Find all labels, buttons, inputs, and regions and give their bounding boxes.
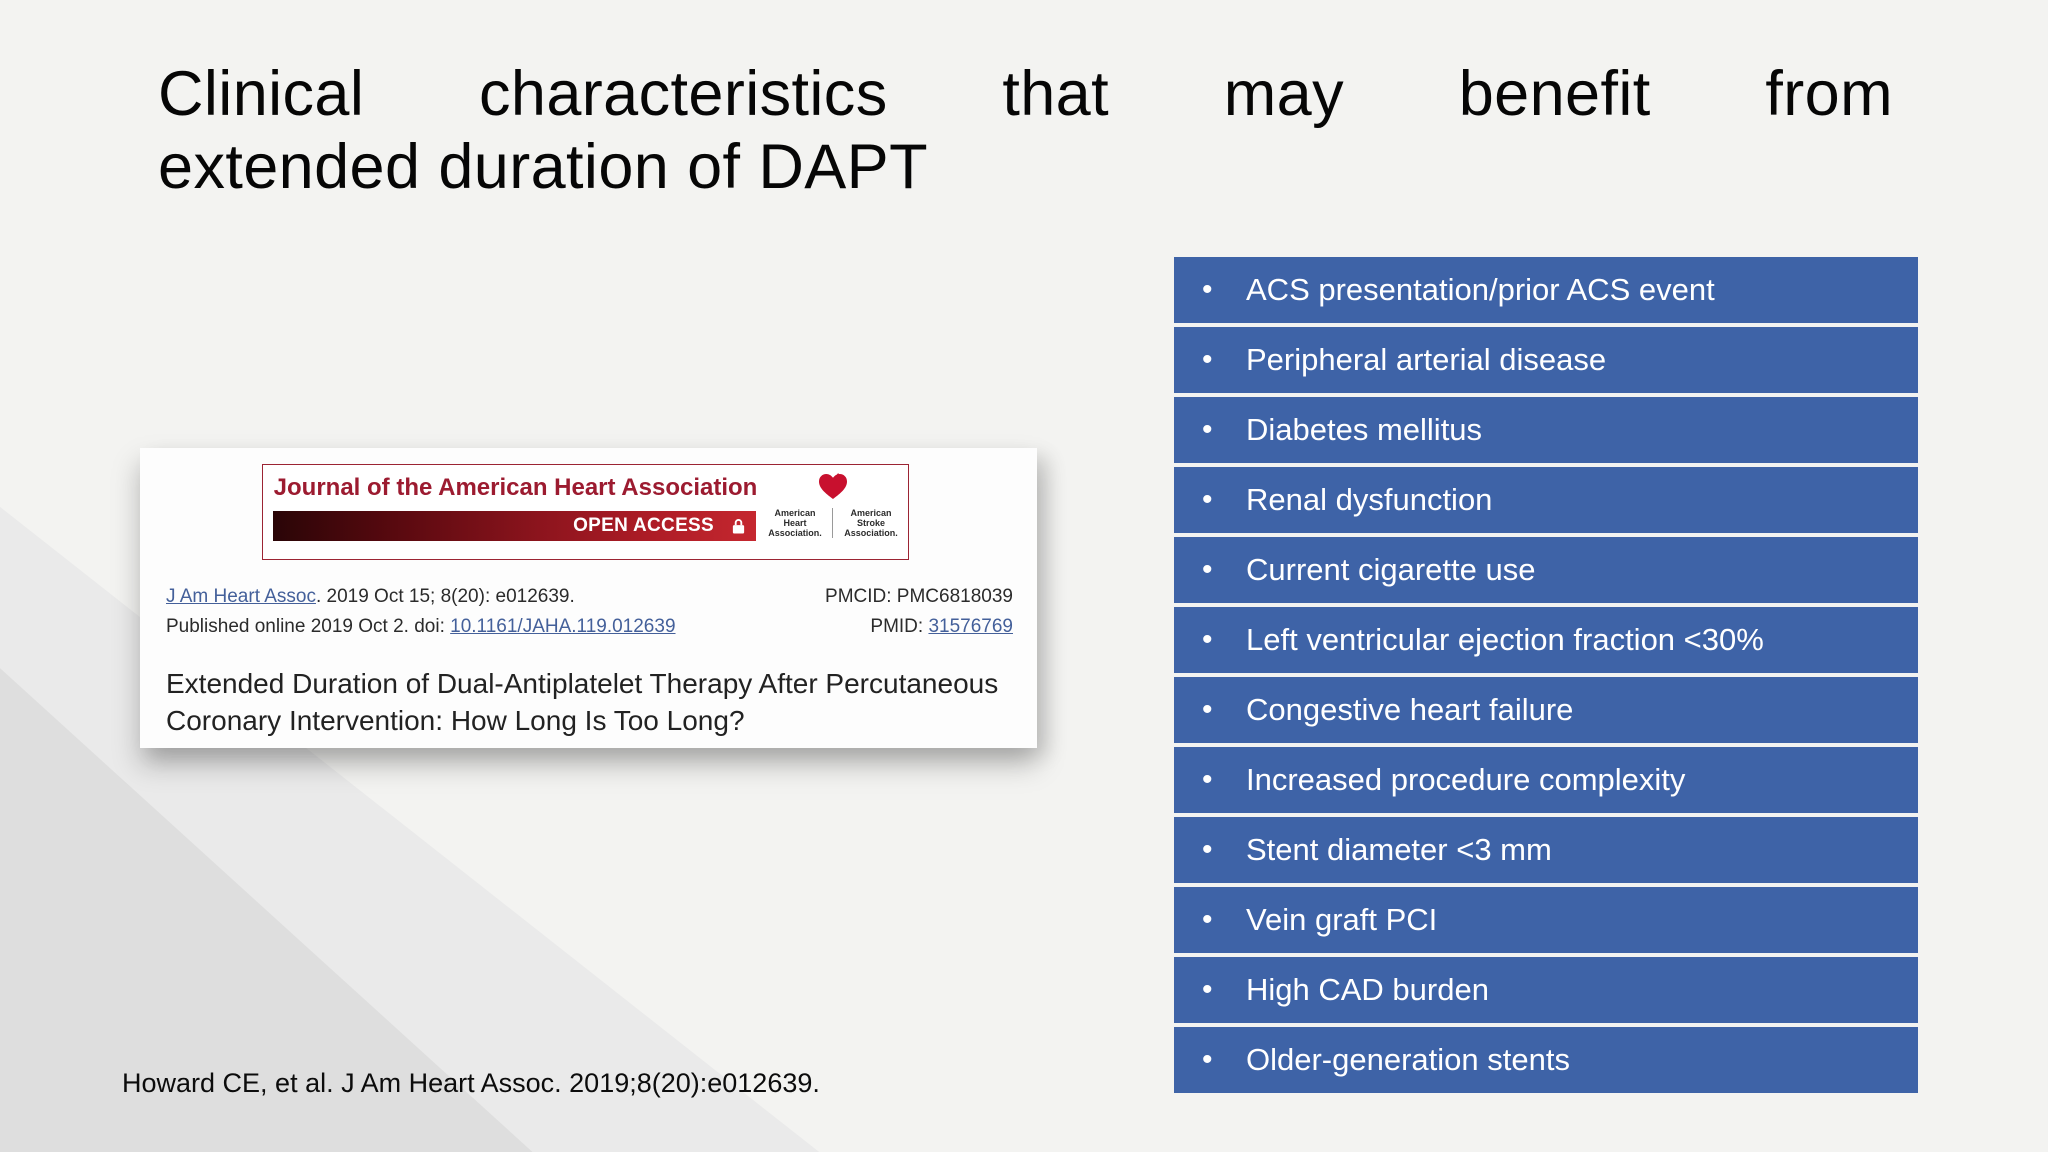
bullet-icon: • (1202, 343, 1213, 376)
row-label: ACS presentation/prior ACS event (1246, 271, 1715, 307)
pmid-label: PMID: (870, 616, 929, 637)
journal-article-screenshot: Journal of the American Heart Associatio… (140, 448, 1037, 748)
bullet-icon: • (1202, 623, 1213, 656)
issue-info: . 2019 Oct 15; 8(20): e012639. (315, 586, 575, 607)
table-row: • High CAD burden (1174, 957, 1918, 1023)
citation-left-1: J Am Heart Assoc. 2019 Oct 15; 8(20): e0… (166, 586, 575, 608)
bullet-icon: • (1202, 553, 1213, 586)
row-label: Diabetes mellitus (1246, 411, 1483, 447)
open-access-label: OPEN ACCESS (573, 515, 714, 536)
row-label: High CAD burden (1246, 971, 1489, 1007)
citation-line-1: J Am Heart Assoc. 2019 Oct 15; 8(20): e0… (166, 586, 1013, 608)
lock-icon (731, 517, 746, 535)
published-text: Published online 2019 Oct 2. doi: (166, 616, 451, 637)
bullet-icon: • (1202, 693, 1213, 726)
aha-heart-label: American Heart Association. (762, 508, 833, 539)
table-row: • Stent diameter <3 mm (1174, 817, 1918, 883)
bullet-icon: • (1202, 1043, 1213, 1076)
row-label: Stent diameter <3 mm (1246, 831, 1552, 867)
citation-line-2: Published online 2019 Oct 2. doi: 10.116… (166, 616, 1013, 638)
bullet-icon: • (1202, 273, 1213, 306)
journal-name: Journal of the American Heart Associatio… (273, 474, 758, 501)
aha-logo-texts: American Heart Association. American Str… (762, 508, 904, 539)
table-row: • Increased procedure complexity (1174, 747, 1918, 813)
pmcid-label: PMCID: (825, 586, 897, 607)
row-label: Peripheral arterial disease (1246, 341, 1607, 377)
pmcid-value: PMC6818039 (896, 586, 1013, 607)
citation-right-2: PMID: 31576769 (870, 616, 1013, 638)
row-label: Congestive heart failure (1246, 691, 1574, 727)
slide-title: Clinical characteristics that may benefi… (158, 58, 1893, 204)
table-row: • Current cigarette use (1174, 537, 1918, 603)
row-label: Increased procedure complexity (1246, 761, 1686, 797)
slide-title-line-2: extended duration of DAPT (158, 132, 928, 203)
open-access-banner: OPEN ACCESS (273, 511, 756, 541)
row-label: Current cigarette use (1246, 551, 1536, 587)
slide-title-line-1: Clinical characteristics that may benefi… (158, 59, 1893, 129)
doi-link[interactable]: 10.1161/JAHA.119.012639 (450, 616, 676, 637)
bullet-icon: • (1202, 483, 1213, 516)
aha-stroke-label: American Stroke Association. (844, 508, 898, 539)
journal-header-left: Journal of the American Heart Associatio… (263, 465, 758, 559)
journal-link[interactable]: J Am Heart Assoc (166, 586, 316, 607)
table-row: • Congestive heart failure (1174, 677, 1918, 743)
row-label: Older-generation stents (1246, 1041, 1570, 1077)
table-row: • Older-generation stents (1174, 1027, 1918, 1093)
aha-logo: American Heart Association. American Str… (758, 465, 908, 559)
journal-header-box: Journal of the American Heart Associatio… (262, 464, 909, 560)
table-row: • Left ventricular ejection fraction <30… (1174, 607, 1918, 673)
table-row: • Peripheral arterial disease (1174, 327, 1918, 393)
row-label: Renal dysfunction (1246, 481, 1493, 517)
bullet-icon: • (1202, 763, 1213, 796)
bullet-icon: • (1202, 833, 1213, 866)
table-row: • ACS presentation/prior ACS event (1174, 257, 1918, 323)
row-label: Left ventricular ejection fraction <30% (1246, 621, 1764, 657)
row-label: Vein graft PCI (1246, 901, 1438, 937)
table-row: • Vein graft PCI (1174, 887, 1918, 953)
citation-left-2: Published online 2019 Oct 2. doi: 10.116… (166, 616, 676, 638)
heart-torch-icon (816, 471, 850, 506)
footer-citation: Howard CE, et al. J Am Heart Assoc. 2019… (122, 1068, 820, 1098)
table-row: • Diabetes mellitus (1174, 397, 1918, 463)
bullet-icon: • (1202, 903, 1213, 936)
table-row: • Renal dysfunction (1174, 467, 1918, 533)
benefit-characteristics-table: • ACS presentation/prior ACS event • Per… (1174, 257, 1918, 1093)
citation-right-1: PMCID: PMC6818039 (825, 586, 1013, 608)
bullet-icon: • (1202, 413, 1213, 446)
bullet-icon: • (1202, 973, 1213, 1006)
pmid-value[interactable]: 31576769 (928, 616, 1013, 637)
article-title: Extended Duration of Dual-Antiplatelet T… (166, 668, 999, 736)
